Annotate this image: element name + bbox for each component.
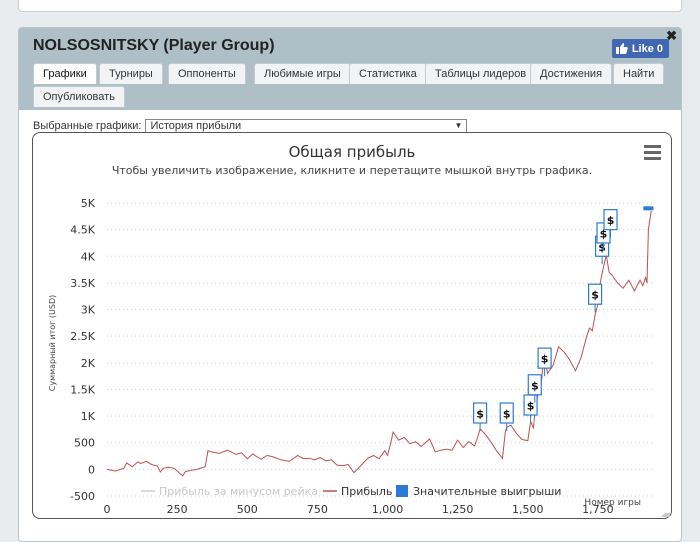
close-icon[interactable]: ✖ xyxy=(666,28,677,43)
tab-achievements[interactable]: Достижения xyxy=(530,63,613,84)
chart-legend: Прибыль за минусом рейка Прибыль Значитель… xyxy=(141,485,561,498)
x-tick-labels: 0 250 500 750 1,000 1,250 1,500 1,750 xyxy=(104,503,614,516)
tab-favorite-games[interactable]: Любимые игры xyxy=(254,63,351,84)
chart-selector-value: История прибыли xyxy=(150,120,242,132)
y-tick-label: 2K xyxy=(81,357,96,370)
big-win-label: $ xyxy=(591,289,599,302)
chart-title: Общая прибыль xyxy=(289,143,416,161)
legend-label: Значительные выигрыши xyxy=(413,485,561,498)
big-win-marker[interactable]: $ xyxy=(603,209,618,238)
big-win-label: $ xyxy=(503,408,511,421)
x-tick-label: 250 xyxy=(167,503,188,516)
big-win-marker[interactable]: $ xyxy=(499,402,514,432)
grid-lines xyxy=(107,202,654,497)
y-tick-label: -500 xyxy=(70,490,95,503)
y-tick-label: 2.5K xyxy=(70,330,95,343)
y-axis-label: Суммарный итог (USD) xyxy=(48,295,57,392)
y-tick-label: 3.5K xyxy=(70,277,95,290)
big-win-label: $ xyxy=(541,353,549,366)
panel-title: NOLSOSNITSKY (Player Group) xyxy=(33,37,275,54)
chart-menu-icon[interactable] xyxy=(644,145,661,163)
tab-leaderboards[interactable]: Таблицы лидеров xyxy=(425,63,537,84)
legend-label: Прибыль xyxy=(341,485,392,498)
big-win-marker[interactable]: $ xyxy=(537,347,552,377)
like-count-label: Like 0 xyxy=(631,42,663,55)
chart-selector-row: Выбранные графики: История прибыли ▼ xyxy=(33,119,468,133)
chart-selector-dropdown[interactable]: История прибыли ▼ xyxy=(145,119,468,133)
profit-series xyxy=(106,210,652,477)
y-tick-label: 1.5K xyxy=(70,383,95,396)
tab-opponents[interactable]: Оппоненты xyxy=(168,63,246,84)
profit-chart: Общая прибыль Чтобы увеличить изображени… xyxy=(48,143,654,516)
x-tick-label: 1,500 xyxy=(512,503,544,516)
player-group-panel: NOLSOSNITSKY (Player Group) ✖ Like 0 Гра… xyxy=(18,27,682,542)
y-tick-label: 4K xyxy=(81,250,96,263)
tab-tournaments[interactable]: Турниры xyxy=(99,63,163,84)
y-tick-label: 0 xyxy=(88,463,95,476)
resize-grip[interactable] xyxy=(661,508,670,517)
chart-subtitle: Чтобы увеличить изображение, кликните и … xyxy=(112,164,592,177)
x-tick-label: 500 xyxy=(237,503,258,516)
x-tick-label: 1,750 xyxy=(582,503,614,516)
x-tick-label: 0 xyxy=(104,503,111,516)
panel-header: NOLSOSNITSKY (Player Group) ✖ Like 0 Гра… xyxy=(19,28,681,110)
legend-item-2[interactable]: Значительные выигрыши xyxy=(396,485,561,498)
big-win-marker[interactable]: $ xyxy=(587,283,603,313)
tab-charts[interactable]: Графики xyxy=(33,63,97,84)
big-win-label: $ xyxy=(531,379,539,392)
chart-container[interactable]: Общая прибыль Чтобы увеличить изображени… xyxy=(32,132,672,519)
y-tick-label: 500 xyxy=(74,437,95,450)
big-win-label: $ xyxy=(600,227,608,240)
tab-publish[interactable]: Опубликовать xyxy=(33,86,125,107)
series-line-0 xyxy=(106,210,652,477)
big-win-label: $ xyxy=(607,214,615,227)
caret-down-icon: ▼ xyxy=(454,121,463,130)
big-win-marker[interactable]: $ xyxy=(472,402,488,432)
legend-label: Прибыль за минусом рейка xyxy=(159,485,318,498)
big-win-label: $ xyxy=(598,241,606,254)
y-tick-label: 4.5K xyxy=(70,224,95,237)
x-tick-label: 1,250 xyxy=(442,503,474,516)
big-win-marker[interactable] xyxy=(643,206,654,211)
previous-panel-edge xyxy=(18,0,682,12)
x-tick-label: 1,000 xyxy=(372,503,404,516)
y-tick-label: 3K xyxy=(81,304,96,317)
legend-item-1[interactable]: Прибыль xyxy=(323,485,392,498)
big-win-markers: $ $$$$$$$$ xyxy=(472,206,654,432)
thumbs-up-icon xyxy=(615,43,628,54)
x-tick-label: 750 xyxy=(307,503,328,516)
x-axis-label: Номер игры xyxy=(584,498,641,508)
y-tick-label: 1K xyxy=(81,410,96,423)
legend-item-0[interactable]: Прибыль за минусом рейка xyxy=(141,485,318,498)
y-tick-label: 5K xyxy=(81,197,96,210)
chart-selector-label: Выбранные графики: xyxy=(33,120,142,132)
big-win-label: $ xyxy=(527,400,535,413)
big-win-label: $ xyxy=(476,408,484,421)
tab-statistics[interactable]: Статистика xyxy=(349,63,427,84)
y-tick-labels: -500 0 500 1K 1.5K 2K 2.5K 3K 3.5K 4K 4.5K 5K xyxy=(70,197,96,503)
facebook-like-button[interactable]: Like 0 xyxy=(611,39,669,58)
big-win-marker[interactable]: $ xyxy=(527,374,542,403)
tab-find[interactable]: Найти xyxy=(613,63,665,84)
